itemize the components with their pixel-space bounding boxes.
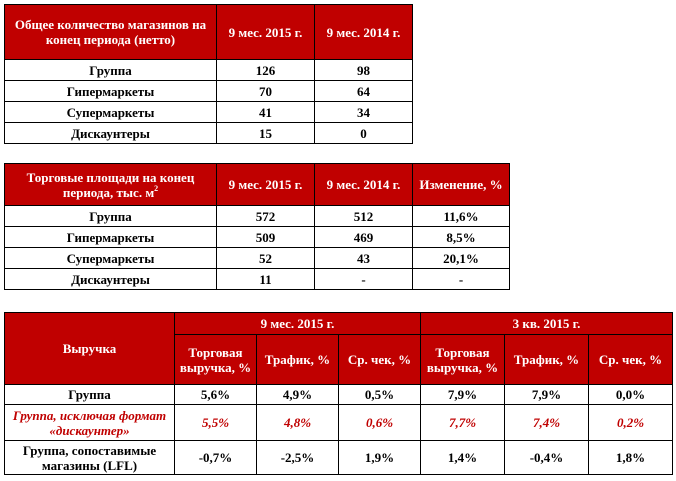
- cell: 509: [216, 226, 315, 248]
- table-row: Супермаркеты 41 34: [4, 101, 413, 123]
- row-label: Группа: [4, 59, 217, 81]
- cell: 11,6%: [412, 205, 510, 227]
- cell: 64: [314, 80, 413, 102]
- cell: 1,4%: [420, 440, 505, 475]
- header-9m-2015: 9 мес. 2015 г.: [216, 4, 315, 60]
- header-group-q3-2015: 3 кв. 2015 г.: [420, 312, 673, 335]
- cell: 15: [216, 122, 315, 144]
- cell: 469: [314, 226, 413, 248]
- cell: 34: [314, 101, 413, 123]
- cell: 126: [216, 59, 315, 81]
- cell: 0,6%: [338, 404, 421, 441]
- cell: 7,9%: [420, 384, 505, 405]
- table-row: Группа 5,6% 4,9% 0,5% 7,9% 7,9% 0,0%: [4, 384, 673, 405]
- cell: 5,5%: [174, 404, 257, 441]
- row-label: Супермаркеты: [4, 247, 217, 269]
- subheader-revenue: Торговая выручка, %: [420, 334, 505, 385]
- header-retail-space-label: Торговые площади на конец периода, тыс. …: [26, 169, 195, 200]
- cell: 7,4%: [504, 404, 589, 441]
- cell: 7,7%: [420, 404, 505, 441]
- cell: 98: [314, 59, 413, 81]
- cell: 41: [216, 101, 315, 123]
- cell: 1,9%: [338, 440, 421, 475]
- table-row: Дискаунтеры 11 - -: [4, 268, 510, 290]
- row-label: Супермаркеты: [4, 101, 217, 123]
- header-group-9m-2015: 9 мес. 2015 г.: [174, 312, 421, 335]
- store-count-table: Общее количество магазинов на конец пери…: [4, 4, 413, 144]
- cell: 4,8%: [256, 404, 339, 441]
- cell: -0,4%: [504, 440, 589, 475]
- row-label: Группа: [4, 384, 175, 405]
- row-label: Дискаунтеры: [4, 122, 217, 144]
- header-change: Изменение, %: [412, 163, 510, 206]
- header-retail-space: Торговые площади на конец периода, тыс. …: [4, 163, 217, 206]
- cell: 0: [314, 122, 413, 144]
- table-row: Гипермаркеты 70 64: [4, 80, 413, 102]
- table-row: Дискаунтеры 15 0: [4, 122, 413, 144]
- row-label: Гипермаркеты: [4, 226, 217, 248]
- subheader-avg-ticket: Ср. чек, %: [588, 334, 673, 385]
- header-9m-2015: 9 мес. 2015 г.: [216, 163, 315, 206]
- cell: 20,1%: [412, 247, 510, 269]
- subheader-traffic: Трафик, %: [504, 334, 589, 385]
- superscript: 2: [154, 183, 159, 193]
- cell: 5,6%: [174, 384, 257, 405]
- cell: -0,7%: [174, 440, 257, 475]
- table-row: Группа 572 512 11,6%: [4, 205, 510, 227]
- row-label: Группа: [4, 205, 217, 227]
- cell: 0,2%: [588, 404, 673, 441]
- cell: 512: [314, 205, 413, 227]
- cell: 43: [314, 247, 413, 269]
- table-row: Группа, сопоставимые магазины (LFL) -0,7…: [4, 440, 673, 475]
- row-label: Дискаунтеры: [4, 268, 217, 290]
- cell: 70: [216, 80, 315, 102]
- cell: 52: [216, 247, 315, 269]
- cell: 8,5%: [412, 226, 510, 248]
- table-row: Супермаркеты 52 43 20,1%: [4, 247, 510, 269]
- revenue-table: Выручка 9 мес. 2015 г. 3 кв. 2015 г. Тор…: [4, 312, 673, 475]
- cell: -2,5%: [256, 440, 339, 475]
- subheader-traffic: Трафик, %: [256, 334, 339, 385]
- cell: -: [314, 268, 413, 290]
- subheader-revenue: Торговая выручка, %: [174, 334, 257, 385]
- table-row: Группа 126 98: [4, 59, 413, 81]
- row-label: Группа, сопоставимые магазины (LFL): [4, 440, 175, 475]
- header-9m-2014: 9 мес. 2014 г.: [314, 4, 413, 60]
- cell: 4,9%: [256, 384, 339, 405]
- cell: 572: [216, 205, 315, 227]
- retail-space-table: Торговые площади на конец периода, тыс. …: [4, 163, 510, 290]
- cell: 7,9%: [504, 384, 589, 405]
- row-label: Группа, исключая формат «дискаунтер»: [4, 404, 175, 441]
- table-row: Гипермаркеты 509 469 8,5%: [4, 226, 510, 248]
- header-revenue: Выручка: [4, 312, 175, 385]
- cell: 11: [216, 268, 315, 290]
- cell: 0,0%: [588, 384, 673, 405]
- cell: 0,5%: [338, 384, 421, 405]
- table-row: Группа, исключая формат «дискаунтер» 5,5…: [4, 404, 673, 441]
- header-store-count: Общее количество магазинов на конец пери…: [4, 4, 217, 60]
- subheader-avg-ticket: Ср. чек, %: [338, 334, 421, 385]
- header-9m-2014: 9 мес. 2014 г.: [314, 163, 413, 206]
- cell: 1,8%: [588, 440, 673, 475]
- row-label: Гипермаркеты: [4, 80, 217, 102]
- cell: -: [412, 268, 510, 290]
